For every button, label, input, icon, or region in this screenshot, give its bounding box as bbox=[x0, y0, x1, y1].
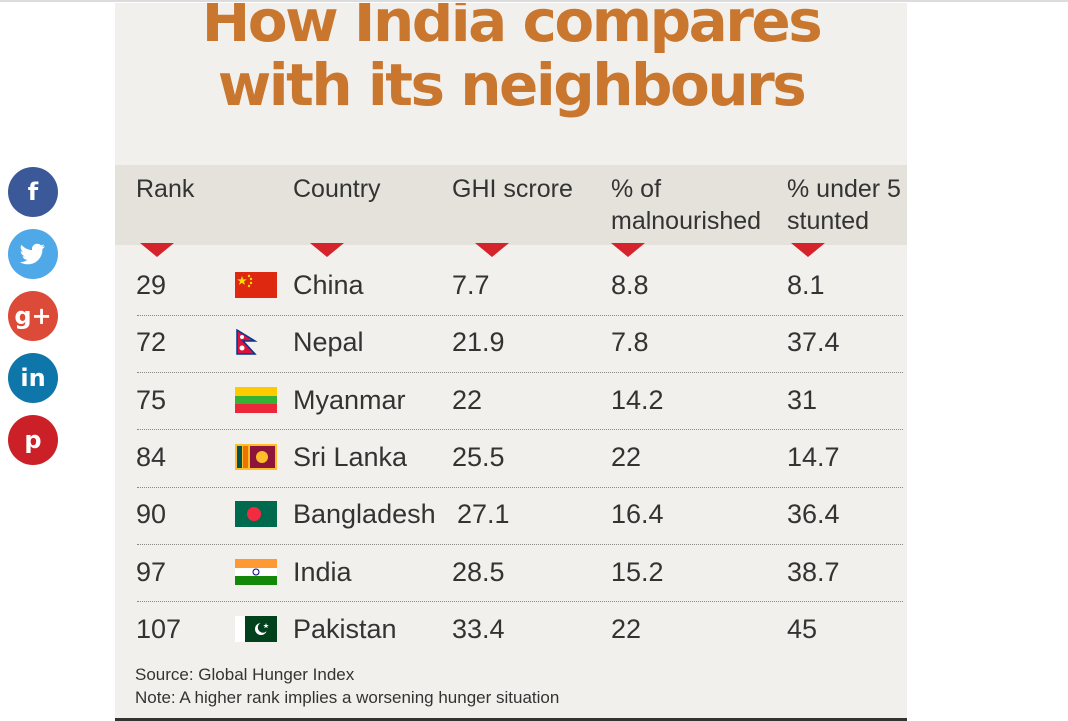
column-header-line: GHI scrore bbox=[452, 175, 573, 203]
header-arrow-icon bbox=[791, 243, 825, 257]
cell-country: Myanmar bbox=[293, 384, 406, 415]
bottom-bar bbox=[115, 718, 907, 721]
source-text: Source: Global Hunger Index bbox=[135, 665, 355, 684]
header-arrow-icon bbox=[310, 243, 344, 257]
column-header-country: Country bbox=[293, 173, 381, 205]
sri-lanka-flag-icon bbox=[235, 443, 277, 470]
cell-country: Nepal bbox=[293, 327, 364, 358]
cell-country: India bbox=[293, 556, 352, 587]
column-header-line: stunted bbox=[787, 207, 870, 235]
column-header-line: Country bbox=[293, 175, 381, 203]
table-row: 72 Nepal 21.9 7.8 37.4 bbox=[115, 315, 907, 372]
row-divider bbox=[137, 314, 903, 316]
cell-ghi: 7.7 bbox=[452, 270, 490, 300]
row-divider bbox=[137, 544, 903, 545]
table-row: 97 India 28.5 15.2 38.7 bbox=[115, 545, 907, 602]
table-row: 107 Pakistan 33.4 22 45 bbox=[115, 602, 907, 659]
cell-stunted: 36.4 bbox=[787, 499, 840, 530]
cell-malnourished: 14.2 bbox=[611, 384, 664, 415]
row-divider bbox=[137, 601, 903, 603]
chart-title-line-1: How India compares bbox=[201, 3, 823, 55]
cell-ghi: 33.4 bbox=[452, 613, 505, 644]
row-divider bbox=[137, 486, 903, 488]
cell-rank: 84 bbox=[136, 441, 167, 472]
cell-malnourished: 15.2 bbox=[611, 556, 664, 587]
table-header bbox=[115, 165, 907, 245]
pinterest-share-button[interactable]: p bbox=[8, 415, 58, 465]
china-flag-icon bbox=[235, 272, 277, 298]
header-arrow-icon bbox=[140, 243, 174, 257]
table-row: 75 Myanmar 22 14.2 31 bbox=[115, 373, 907, 430]
cell-rank: 29 bbox=[136, 270, 167, 300]
cell-rank: 107 bbox=[136, 613, 182, 644]
bangladesh-flag-icon bbox=[235, 501, 277, 528]
cell-malnourished: 22 bbox=[611, 613, 642, 644]
note-text: Note: A higher rank implies a worsening … bbox=[135, 688, 560, 707]
linkedin-icon: in bbox=[20, 364, 46, 392]
cell-stunted: 45 bbox=[787, 613, 818, 644]
cell-country: China bbox=[293, 270, 364, 300]
cell-country: Bangladesh bbox=[293, 499, 436, 530]
column-header-line: malnourished bbox=[611, 207, 762, 235]
cell-rank: 75 bbox=[136, 384, 167, 415]
cell-rank: 72 bbox=[136, 327, 167, 358]
india-flag-icon bbox=[235, 558, 277, 585]
column-header-line: % under 5 bbox=[787, 175, 901, 203]
google-plus-icon: g+ bbox=[14, 302, 52, 330]
cell-stunted: 14.7 bbox=[787, 441, 840, 472]
column-header-line: % of bbox=[611, 175, 662, 203]
column-header-malnourished: % of malnourished bbox=[611, 173, 761, 237]
myanmar-flag-icon bbox=[235, 386, 277, 413]
facebook-share-button[interactable]: f bbox=[8, 167, 58, 217]
column-header-ghi-score: GHI scrore bbox=[452, 173, 573, 205]
chart-title-line-2: with its neighbours bbox=[217, 51, 807, 119]
cell-country: Sri Lanka bbox=[293, 441, 408, 472]
chart-title: How India compares with its neighbours bbox=[115, 3, 907, 117]
table-row: 29 China 7.7 8.8 8.1 bbox=[115, 258, 907, 315]
cell-rank: 90 bbox=[136, 499, 167, 530]
row-divider bbox=[137, 372, 903, 374]
twitter-share-button[interactable] bbox=[8, 229, 58, 279]
cell-rank: 97 bbox=[136, 556, 167, 587]
row-divider bbox=[137, 429, 903, 431]
infographic: How India compares with its neighbours R… bbox=[115, 3, 907, 721]
cell-country: Pakistan bbox=[293, 613, 397, 644]
social-share-bar: f g+ in p bbox=[8, 167, 58, 477]
cell-ghi: 25.5 bbox=[452, 441, 505, 472]
cell-ghi: 22 bbox=[452, 384, 483, 415]
cell-malnourished: 7.8 bbox=[611, 327, 649, 358]
cell-malnourished: 22 bbox=[611, 441, 642, 472]
column-header-line: Rank bbox=[136, 175, 195, 203]
cell-malnourished: 8.8 bbox=[611, 270, 649, 300]
header-arrow-icon bbox=[475, 243, 509, 257]
source-note: Source: Global Hunger Index Note: A high… bbox=[135, 663, 559, 709]
header-arrow-icon bbox=[611, 243, 645, 257]
table-row: 84 Sri Lanka 25.5 22 14.7 bbox=[115, 430, 907, 487]
twitter-icon bbox=[20, 243, 45, 265]
facebook-icon: f bbox=[27, 178, 39, 206]
pakistan-flag-icon bbox=[235, 615, 277, 642]
cell-stunted: 31 bbox=[787, 384, 818, 415]
column-header-rank: Rank bbox=[136, 173, 194, 205]
pinterest-icon: p bbox=[24, 426, 42, 454]
cell-stunted: 37.4 bbox=[787, 327, 840, 358]
google-plus-share-button[interactable]: g+ bbox=[8, 291, 58, 341]
cell-ghi: 27.1 bbox=[457, 499, 510, 530]
table-row: 90 Bangladesh 27.1 16.4 36.4 bbox=[115, 487, 907, 544]
top-border-line bbox=[0, 0, 1068, 2]
cell-stunted: 8.1 bbox=[787, 270, 825, 300]
cell-ghi: 21.9 bbox=[452, 327, 505, 358]
nepal-flag-icon bbox=[235, 328, 277, 356]
linkedin-share-button[interactable]: in bbox=[8, 353, 58, 403]
cell-malnourished: 16.4 bbox=[611, 499, 664, 530]
column-header-stunted: % under 5 stunted bbox=[787, 173, 901, 237]
cell-stunted: 38.7 bbox=[787, 556, 840, 587]
cell-ghi: 28.5 bbox=[452, 556, 505, 587]
